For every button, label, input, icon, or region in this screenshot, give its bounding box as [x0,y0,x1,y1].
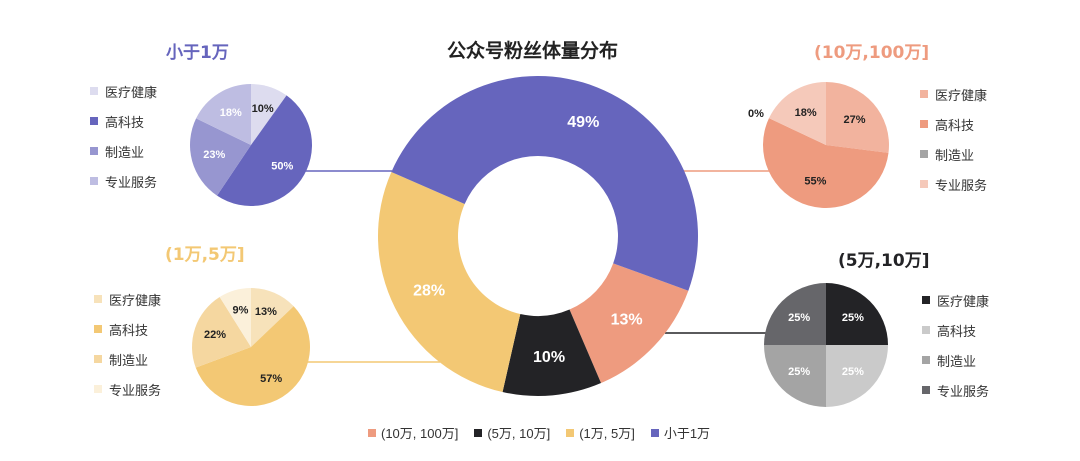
legend-label: 制造业 [937,351,976,370]
legend-swatch [922,386,930,394]
legend-lt1w-item: 制造业 [90,141,157,161]
legend-main: (10万, 100万] (5万, 10万] (1万, 5万] 小于1万 [368,423,726,442]
legend-5w-10w: 医疗健康高科技制造业专业服务 [922,290,989,410]
legend-1w-5w-item: 专业服务 [94,379,161,399]
pie-10w-100w-label-2: 0% [748,108,764,120]
donut-main-label-1: 10% [533,349,565,366]
legend-label: 高科技 [935,115,974,134]
pie-title-lt1w: 小于1万 [166,38,229,63]
legend-label: 医疗健康 [105,82,157,101]
pie-title-5w-10w: (5万,10万] [838,246,929,271]
legend-swatch [651,429,659,437]
legend-swatch [90,87,98,95]
legend-swatch [920,150,928,158]
legend-10w-100w-item: 高科技 [920,114,987,134]
donut-main-label-0: 13% [611,311,643,328]
legend-lt1w-item: 专业服务 [90,171,157,191]
legend-label: 医疗健康 [935,85,987,104]
pie-lt1w-label-2: 23% [203,149,225,161]
legend-lt1w-item: 医疗健康 [90,81,157,101]
legend-swatch [90,147,98,155]
legend-swatch [474,429,482,437]
legend-main-item: 小于1万 [651,423,710,442]
donut-main-slice-2 [378,172,520,392]
legend-10w-100w-item: 制造业 [920,144,987,164]
legend-1w-5w-item: 高科技 [94,319,161,339]
legend-swatch [922,326,930,334]
legend-swatch [922,356,930,364]
legend-label: 专业服务 [937,381,989,400]
pie-1w-5w-label-0: 13% [255,306,277,318]
pie-10w-100w-label-3: 18% [795,107,817,119]
legend-5w-10w-item: 医疗健康 [922,290,989,310]
pie-5w-10w-label-1: 25% [842,366,864,378]
pie-10w-100w-label-1: 55% [804,175,826,187]
legend-swatch [94,355,102,363]
legend-label: 专业服务 [105,172,157,191]
pie-lt1w-label-3: 18% [220,107,242,119]
legend-label: 高科技 [105,112,144,131]
legend-label: 制造业 [105,142,144,161]
legend-label: 制造业 [109,350,148,369]
pie-title-1w-5w: (1万,5万] [165,240,245,265]
pie-title-10w-100w: (10万,100万] [814,38,929,63]
legend-lt1w: 医疗健康高科技制造业专业服务 [90,81,157,201]
legend-swatch [920,90,928,98]
legend-swatch [94,385,102,393]
pie-1w-5w-label-2: 22% [204,329,226,341]
legend-main-item: (10万, 100万] [368,423,458,442]
legend-swatch [368,429,376,437]
legend-swatch [922,296,930,304]
legend-10w-100w-item: 专业服务 [920,174,987,194]
pie-1w-5w-label-3: 9% [233,304,249,316]
legend-5w-10w-item: 制造业 [922,350,989,370]
legend-label: 小于1万 [664,423,710,442]
pie-5w-10w-label-3: 25% [788,312,810,324]
pie-1w-5w-label-1: 57% [260,373,282,385]
legend-main-item: (1万, 5万] [566,423,635,442]
legend-label: 医疗健康 [937,291,989,310]
legend-10w-100w-item: 医疗健康 [920,84,987,104]
legend-label: 制造业 [935,145,974,164]
legend-swatch [920,180,928,188]
donut-main-label-2: 28% [413,283,445,300]
legend-swatch [920,120,928,128]
legend-swatch [90,117,98,125]
pie-lt1w-label-1: 50% [271,161,293,173]
legend-1w-5w-item: 制造业 [94,349,161,369]
legend-swatch [94,325,102,333]
legend-label: 医疗健康 [109,290,161,309]
chart-title: 公众号粉丝体量分布 [447,36,618,63]
legend-swatch [94,295,102,303]
legend-label: 高科技 [937,321,976,340]
legend-label: 专业服务 [935,175,987,194]
legend-label: (1万, 5万] [579,423,635,442]
legend-5w-10w-item: 高科技 [922,320,989,340]
legend-label: (5万, 10万] [487,423,550,442]
legend-1w-5w: 医疗健康高科技制造业专业服务 [94,289,161,409]
pie-5w-10w-label-0: 25% [842,312,864,324]
legend-label: (10万, 100万] [381,423,458,442]
legend-swatch [566,429,574,437]
legend-10w-100w: 医疗健康高科技制造业专业服务 [920,84,987,204]
legend-1w-5w-item: 医疗健康 [94,289,161,309]
legend-5w-10w-item: 专业服务 [922,380,989,400]
pie-10w-100w-label-0: 27% [843,114,865,126]
legend-label: 专业服务 [109,380,161,399]
legend-swatch [90,177,98,185]
pie-lt1w-label-0: 10% [252,103,274,115]
donut-main-label-3: 49% [567,114,599,131]
legend-lt1w-item: 高科技 [90,111,157,131]
legend-main-item: (5万, 10万] [474,423,550,442]
pie-5w-10w-label-2: 25% [788,366,810,378]
legend-label: 高科技 [109,320,148,339]
